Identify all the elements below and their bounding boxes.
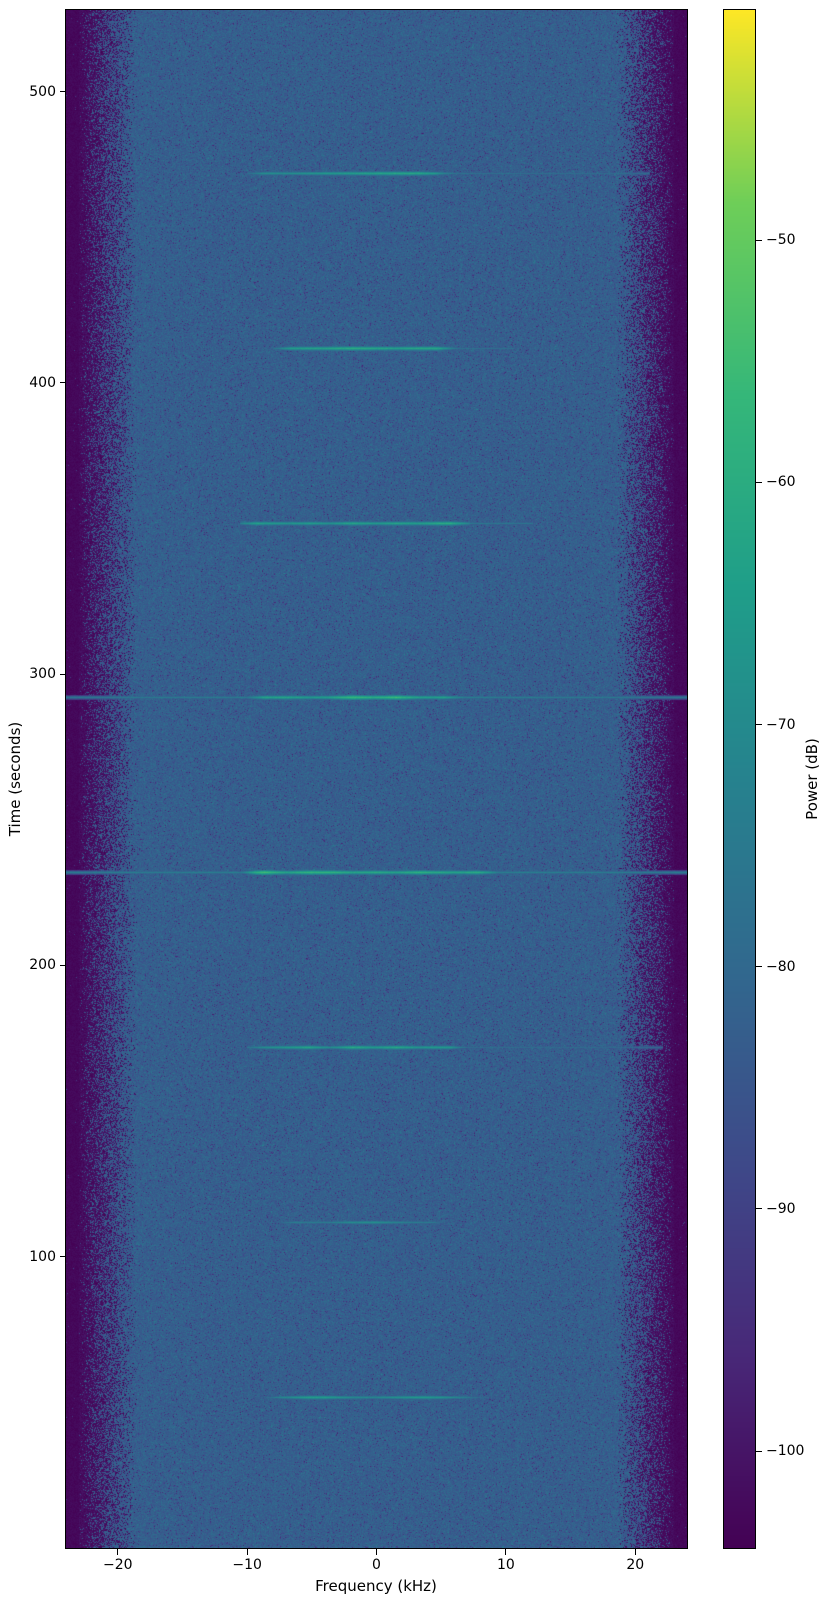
colorbar-tick-label: −60 <box>766 474 796 491</box>
x-tick-mark <box>505 1549 507 1555</box>
x-tick-mark <box>246 1549 248 1555</box>
colorbar-tick-mark <box>756 239 762 241</box>
y-tick-label: 500 <box>29 83 56 100</box>
x-tick-mark <box>376 1549 377 1555</box>
y-tick-label: 100 <box>29 1248 56 1265</box>
colorbar-tick-mark <box>756 1208 762 1210</box>
x-tick-mark <box>634 1549 636 1555</box>
x-tick-label: 20 <box>626 1557 645 1573</box>
x-tick-label: −20 <box>102 1557 133 1573</box>
y-tick-mark <box>60 673 66 675</box>
x-tick-mark <box>117 1549 119 1555</box>
y-tick-mark <box>60 964 66 966</box>
colorbar-label: Power (dB) <box>803 738 821 820</box>
colorbar-tick-label: −50 <box>766 232 796 249</box>
colorbar-tick-mark <box>756 724 762 725</box>
y-tick-mark <box>60 91 66 93</box>
colorbar-tick-label: −100 <box>766 1443 805 1460</box>
x-axis-label: Frequency (kHz) <box>315 1577 437 1595</box>
colorbar-tick-mark <box>756 966 762 968</box>
colorbar <box>724 10 755 1548</box>
y-tick-label: 200 <box>29 957 56 974</box>
colorbar-tick-label: −70 <box>766 716 796 733</box>
colorbar-tick-label: −80 <box>766 958 796 975</box>
colorbar-tick-label: −90 <box>766 1200 796 1217</box>
y-tick-label: 300 <box>29 666 56 683</box>
x-tick-label: −10 <box>232 1557 262 1573</box>
spectrogram-image <box>66 10 687 1548</box>
x-tick-label: 0 <box>372 1557 381 1573</box>
y-tick-mark <box>60 1256 66 1258</box>
y-tick-mark <box>60 382 66 384</box>
colorbar-tick-mark <box>756 481 762 483</box>
x-tick-label: 10 <box>496 1557 515 1573</box>
y-tick-label: 400 <box>29 374 56 391</box>
y-axis-label: Time (seconds) <box>6 721 24 837</box>
colorbar-tick-mark <box>756 1450 762 1452</box>
